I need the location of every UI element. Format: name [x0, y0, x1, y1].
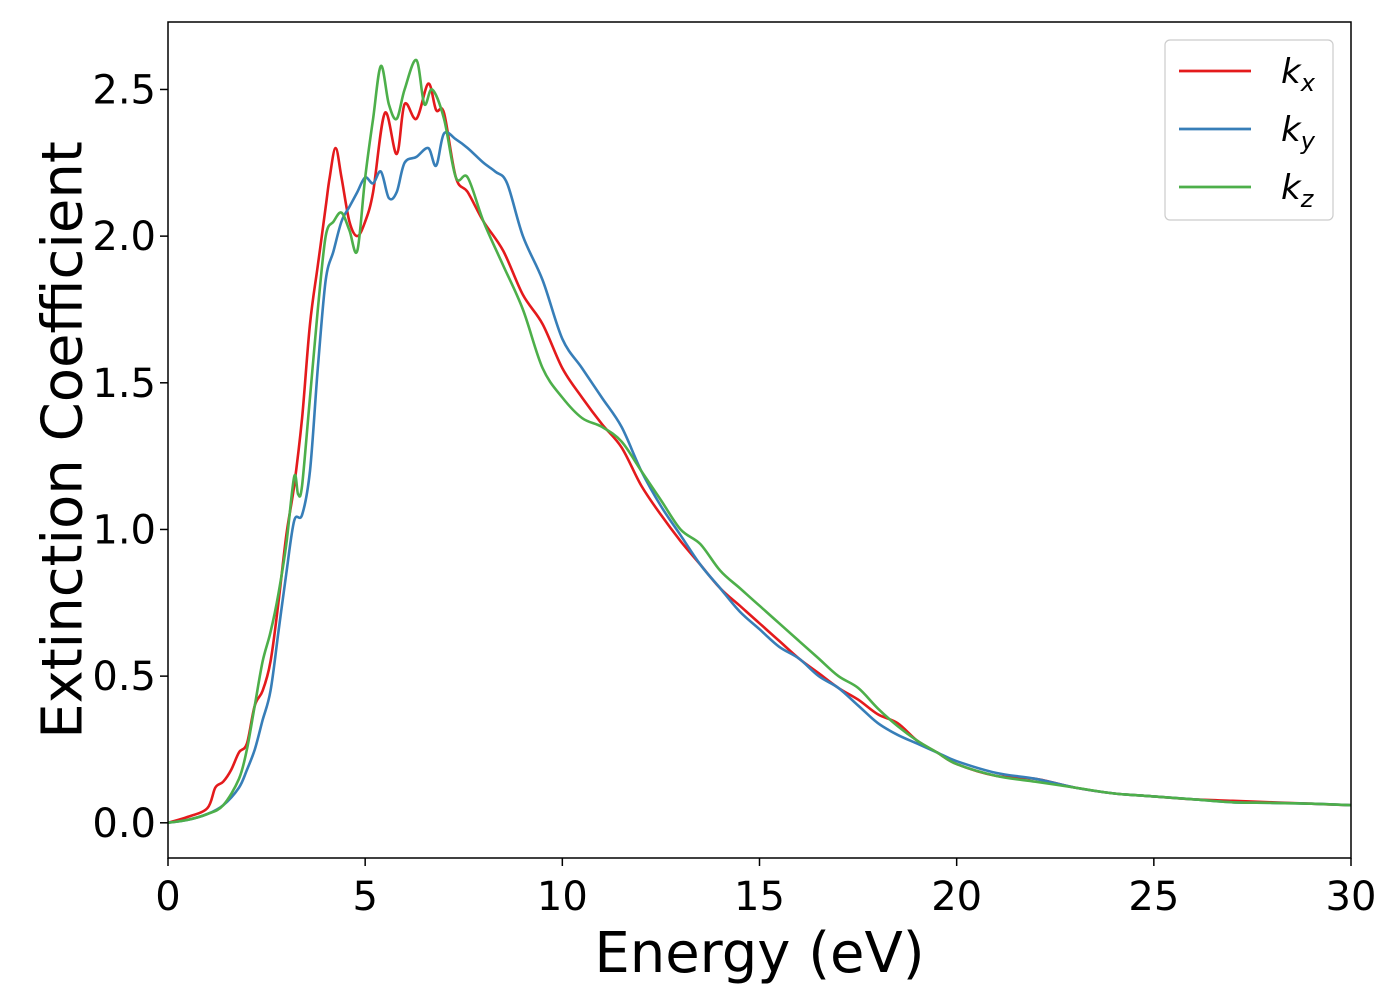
x-axis-ticks: 0 5 10 15 20 25 30 [155, 858, 1376, 920]
x-tick-label: 20 [931, 874, 982, 920]
x-tick-label: 10 [537, 874, 588, 920]
plot-area [168, 58, 1351, 825]
legend: kx ky kz [1164, 39, 1334, 221]
x-axis-label: Energy (eV) [594, 921, 924, 986]
y-tick-label: 2.0 [92, 214, 156, 260]
x-tick-label: 25 [1128, 874, 1179, 920]
y-tick-label: 0.0 [92, 801, 156, 847]
y-tick-label: 0.5 [92, 654, 156, 700]
y-tick-label: 1.5 [92, 361, 156, 407]
series-line-ky [168, 130, 1351, 825]
y-tick-label: 2.5 [92, 67, 156, 113]
x-tick-label: 0 [155, 874, 180, 920]
legend-label-kx: kx [1281, 52, 1316, 97]
legend-label-kz: kz [1281, 168, 1315, 213]
x-tick-label: 15 [734, 874, 785, 920]
series-line-kz [168, 58, 1351, 825]
y-axis-label: Extinction Coefficient [31, 141, 96, 739]
x-tick-label: 5 [352, 874, 377, 920]
legend-label-ky: ky [1281, 110, 1316, 155]
y-tick-label: 1.0 [92, 507, 156, 553]
y-axis-ticks: 0.0 0.5 1.0 1.5 2.0 2.5 [92, 67, 168, 847]
x-tick-label: 30 [1326, 874, 1377, 920]
